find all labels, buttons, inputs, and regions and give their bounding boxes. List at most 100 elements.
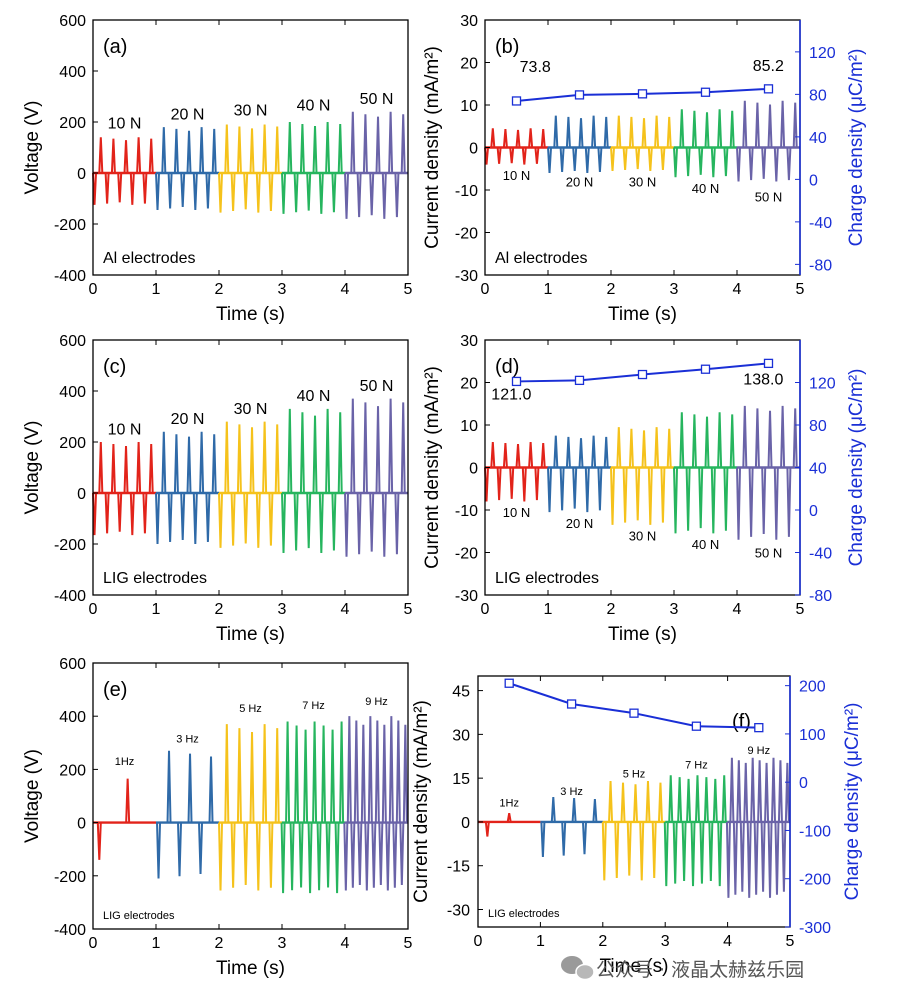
y2-axis-label: Charge density (μC/m²) [846,49,867,247]
trace-positive-peak [274,424,280,494]
x-tick-label: 1 [152,281,161,298]
trace-positive-peak [654,427,660,468]
trace-negative-peak [786,467,792,537]
trace-positive-peak [792,408,798,468]
y-tick-label: -30 [455,268,478,285]
trace-negative-peak [399,822,405,886]
trace-positive-peak [388,398,394,494]
trace-negative-peak [334,822,340,894]
series-c-30n [218,421,282,548]
segment-label: 40 N [692,537,719,552]
trace-negative-peak [381,172,387,219]
trace-negative-peak [142,172,148,204]
y2-tick-label: -40 [809,215,832,232]
trace-negative-peak [717,821,723,887]
trace-positive-peak [224,421,230,494]
trace-negative-peak [230,492,236,546]
segment-label: 40 N [297,388,331,405]
trace-negative-peak [672,821,678,884]
trace-negative-peak [597,147,603,173]
charge-value-label: 73.8 [520,59,551,76]
trace-negative-peak [660,467,666,523]
trace-positive-peak [608,781,614,822]
trace-positive-peak [285,721,291,823]
trace-positive-peak [321,725,327,823]
trace-positive-peak [98,441,104,494]
trace-negative-peak [364,822,370,891]
series-c-10n [92,441,156,536]
charge-value-label: 121.0 [491,387,531,404]
y-tick-label: 10 [460,98,478,115]
x-tick-label: 1 [152,935,161,952]
x-tick-label: 3 [670,601,679,618]
trace-positive-peak [717,412,723,468]
x-tick-label: 4 [341,601,350,618]
trace-negative-peak [534,147,540,164]
trace-negative-peak [540,821,546,857]
x-tick-label: 2 [215,601,224,618]
trace-positive-peak [211,128,217,174]
trace-positive-peak [353,720,359,823]
trace-negative-peak [635,147,641,170]
trace-negative-peak [647,147,653,171]
trace-negative-peak [243,492,249,544]
y2-tick-label: -80 [809,257,832,274]
trace-positive-peak [208,756,214,823]
trace-negative-peak [192,492,198,545]
trace-positive-peak [325,408,331,494]
y-tick-label: 10 [460,418,478,435]
y-tick-label: -400 [54,268,86,285]
segment-label: 20 N [171,106,205,123]
trace-positive-peak [645,781,651,822]
trace-positive-peak [161,127,167,174]
trace-negative-peak [104,172,110,204]
x-tick-label: 4 [733,281,742,298]
trace-negative-peak [298,822,304,888]
trace-positive-peak [224,724,230,823]
segment-label: 10 N [503,505,530,520]
segment-label: 10 N [503,168,530,183]
trace-negative-peak [509,467,515,499]
trace-positive-peak [339,721,345,823]
y2-tick-label: 0 [799,775,808,792]
trace-negative-peak [736,467,742,540]
segment-label: 20 N [171,411,205,428]
y2-tick-label: 80 [809,87,827,104]
trace-positive-peak [346,716,352,823]
series-d-20n [547,435,611,513]
x-tick-label: 5 [796,281,805,298]
x-axis-label: Time (s) [216,624,285,645]
y-tick-label: 200 [59,435,86,452]
y-tick-label: 600 [59,13,86,30]
trace-positive-peak [743,762,749,822]
y-axis-label: Current density (mA/m²) [422,366,443,569]
trace-negative-peak [622,147,628,171]
trace-positive-peak [540,129,546,148]
trace-positive-peak [616,427,622,468]
trace-positive-peak [528,128,534,148]
trace-positive-peak [125,778,131,823]
y-axis-label: Current density (mA/m²) [422,46,443,249]
trace-positive-peak [721,775,727,822]
trace-positive-peak [565,116,571,148]
trace-positive-peak [381,724,387,823]
series-e-3hz [156,750,219,879]
trace-negative-peak [117,492,123,532]
trace-positive-peak [677,777,683,822]
trace-positive-peak [767,410,773,468]
x-tick-label: 2 [607,601,616,618]
trace-positive-peak [123,140,129,174]
trace-negative-peak [142,492,148,534]
trace-positive-peak [312,415,318,494]
y-tick-label: 600 [59,656,86,673]
trace-negative-peak [394,492,400,555]
trace-positive-peak [757,760,763,822]
x-tick-label: 3 [278,935,287,952]
y-axis-label: Voltage (V) [22,749,43,843]
trace-negative-peak [369,492,375,552]
trace-negative-peak [180,492,186,540]
trace-positive-peak [515,443,521,468]
trace-positive-peak [578,438,584,468]
trace-negative-peak [708,821,714,882]
trace-negative-peak [710,147,716,178]
